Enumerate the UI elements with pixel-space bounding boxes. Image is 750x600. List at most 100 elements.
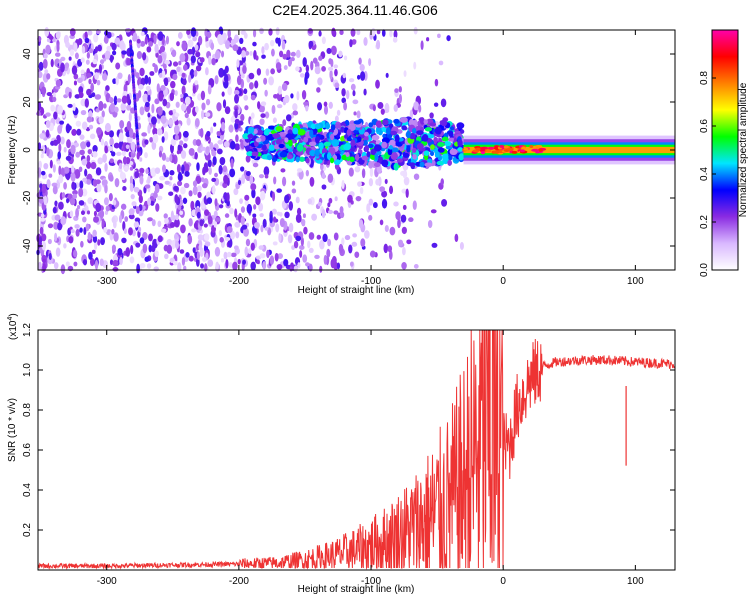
heatmap-cell <box>427 133 435 139</box>
heatmap-cell <box>240 166 245 172</box>
heatmap-cell <box>114 37 121 45</box>
heatmap-cell <box>416 130 424 136</box>
heatmap-cell <box>349 120 356 125</box>
heatmap-cell <box>109 137 114 146</box>
heatmap-cell <box>460 129 465 134</box>
heatmap-cell <box>158 92 164 102</box>
heatmap-cell <box>145 85 151 91</box>
heatmap-cell <box>266 249 270 259</box>
heatmap-cell <box>250 183 257 191</box>
heatmap-xlabel: Height of straight line (km) <box>298 285 415 296</box>
heatmap-cell <box>475 147 481 151</box>
heatmap-cell <box>38 160 42 170</box>
heatmap-cell <box>241 50 246 58</box>
heatmap-cell <box>324 122 331 130</box>
heatmap-cell <box>250 94 256 101</box>
heatmap-cell <box>186 105 191 114</box>
heatmap-cell <box>238 127 243 132</box>
heatmap-cell <box>90 82 94 93</box>
heatmap-cell <box>196 251 200 260</box>
heatmap-cell <box>181 85 186 96</box>
heatmap-cell <box>147 112 151 118</box>
heatmap-cell <box>212 156 217 166</box>
heatmap-cell <box>260 224 264 233</box>
heatmap-cell <box>316 234 322 240</box>
heatmap-cell <box>78 187 84 198</box>
heatmap-cell <box>157 31 164 42</box>
heatmap-cell <box>214 217 221 223</box>
heatmap-cell <box>101 179 108 186</box>
heatmap-cell <box>352 90 356 97</box>
heatmap-cell <box>308 141 317 147</box>
heatmap-cell <box>86 141 91 148</box>
heatmap-cell <box>69 28 76 37</box>
heatmap-cell <box>201 182 208 189</box>
heatmap-cell <box>296 143 304 152</box>
heatmap-cell <box>401 125 407 131</box>
heatmap-cell <box>349 146 356 152</box>
snr-y-tick-label: 0.2 <box>22 523 33 537</box>
heatmap-cell <box>480 151 485 155</box>
heatmap-cell <box>94 72 100 80</box>
heatmap-cell <box>287 234 293 244</box>
heatmap-cell <box>458 153 465 161</box>
heatmap-cell <box>234 118 240 125</box>
colorbar-tick-label: 0.4 <box>699 167 710 181</box>
heatmap-cell <box>398 86 402 93</box>
heatmap-cell <box>183 265 187 271</box>
heatmap-cell <box>74 52 79 60</box>
heatmap-cell <box>158 72 163 78</box>
heatmap-cell <box>183 143 188 149</box>
heatmap-cell <box>112 220 117 229</box>
heatmap-cell <box>97 157 104 165</box>
heatmap-cell <box>326 47 332 55</box>
heatmap-cell <box>511 150 518 154</box>
heatmap-cell <box>339 29 344 36</box>
heatmap-cell <box>402 170 408 179</box>
heatmap-cell <box>359 71 366 81</box>
heatmap-cell <box>441 199 448 207</box>
heatmap-cell <box>319 163 324 171</box>
heatmap-cell <box>318 55 323 61</box>
heatmap-cell <box>184 96 191 105</box>
heatmap-cell <box>166 239 173 246</box>
heatmap-cell <box>271 48 275 57</box>
heatmap-cell <box>195 106 199 113</box>
heatmap-cell <box>174 90 178 96</box>
heatmap-cell <box>519 149 525 153</box>
heatmap-cell <box>355 195 362 202</box>
heatmap-cell <box>119 40 125 50</box>
heatmap-cell <box>78 166 83 173</box>
heatmap-y-tick-label: 20 <box>22 96 33 108</box>
heatmap-cell <box>112 267 119 272</box>
heatmap-cell <box>207 259 214 267</box>
heatmap-cell <box>48 173 53 178</box>
heatmap-cell <box>372 201 378 209</box>
heatmap-cell <box>127 74 131 84</box>
heatmap-cell <box>140 31 145 37</box>
heatmap-cell <box>145 168 149 175</box>
heatmap-cell <box>205 40 210 48</box>
heatmap-cell <box>158 150 163 158</box>
heatmap-cell <box>189 68 195 79</box>
heatmap-cell <box>38 61 44 71</box>
heatmap-cell <box>454 233 459 243</box>
heatmap-cell <box>327 202 331 208</box>
heatmap-cell <box>307 198 313 205</box>
heatmap-cell <box>538 148 543 152</box>
heatmap-cell <box>229 230 236 240</box>
heatmap-cell <box>457 147 464 152</box>
heatmap-cell <box>71 165 75 174</box>
heatmap-cell <box>201 102 206 111</box>
heatmap-cell <box>37 71 43 79</box>
heatmap-cell <box>55 247 61 257</box>
heatmap-cell <box>82 177 88 183</box>
heatmap-cell <box>318 30 322 37</box>
heatmap-cell <box>144 256 150 262</box>
heatmap-cell <box>98 63 103 74</box>
heatmap-cell <box>434 78 439 87</box>
heatmap-cell <box>343 55 348 61</box>
heatmap-cell <box>341 237 345 246</box>
colorbar-tick-label: 0.8 <box>699 71 710 85</box>
heatmap-cell <box>147 94 151 103</box>
